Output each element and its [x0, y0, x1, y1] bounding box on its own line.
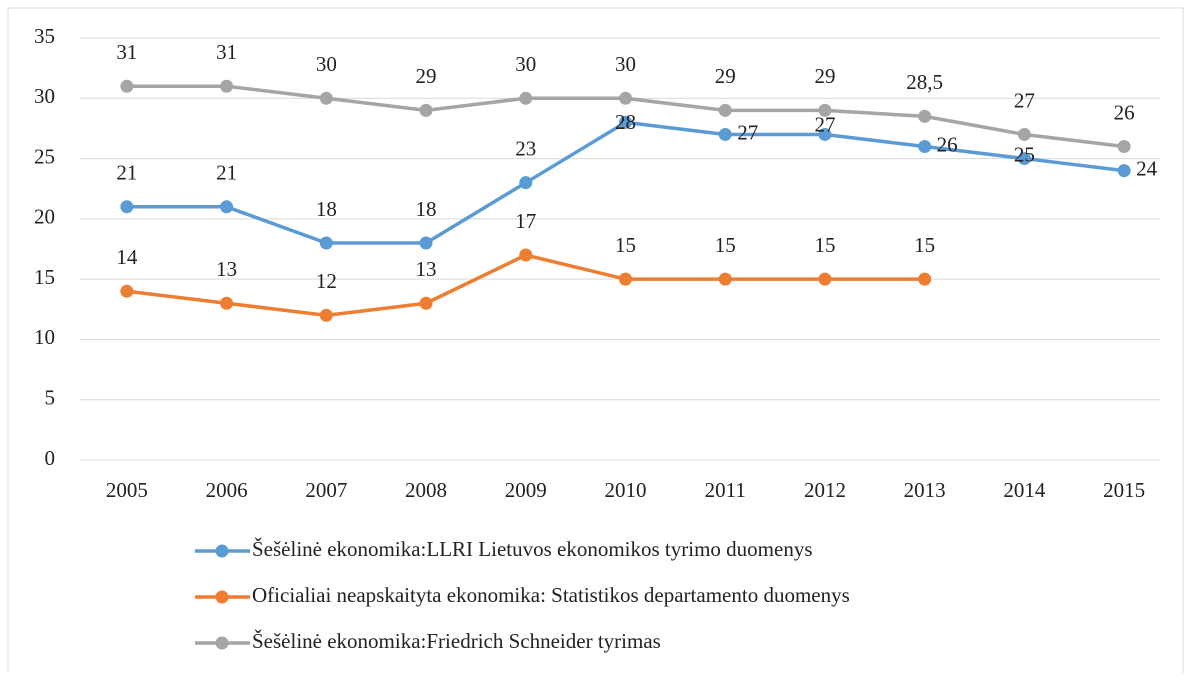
- data-point: [1017, 127, 1031, 141]
- y-tick-label: 5: [45, 386, 56, 410]
- data-point: [220, 79, 234, 93]
- data-point: [419, 236, 433, 250]
- data-point: [918, 140, 932, 154]
- series-line: [126, 253, 925, 318]
- series-line: [126, 120, 1125, 245]
- data-label: 15: [615, 233, 636, 257]
- data-label: 13: [416, 257, 437, 281]
- data-label: 30: [515, 52, 536, 76]
- data-label: 31: [216, 40, 237, 64]
- data-point: [1017, 152, 1031, 166]
- data-point: [519, 176, 533, 190]
- y-tick-label: 20: [34, 205, 55, 229]
- x-tick-label: 2010: [605, 478, 647, 502]
- legend-label: Šešėlinė ekonomika:LLRI Lietuvos ekonomi…: [252, 537, 813, 561]
- data-point: [918, 109, 932, 123]
- data-point: [619, 115, 632, 129]
- data-point: [419, 296, 433, 310]
- data-point: [818, 103, 832, 117]
- x-tick-label: 2009: [505, 478, 547, 502]
- data-label: 23: [515, 136, 536, 160]
- data-point: [120, 284, 134, 298]
- data-point: [319, 236, 333, 250]
- data-point: [718, 103, 732, 117]
- data-label: 31: [116, 40, 137, 64]
- data-label: 30: [615, 52, 636, 76]
- data-label: 30: [316, 52, 337, 76]
- data-point: [519, 91, 533, 105]
- data-point: [120, 200, 134, 214]
- x-tick-label: 2005: [106, 478, 148, 502]
- y-tick-label: 10: [34, 325, 55, 349]
- data-label: 17: [515, 209, 536, 233]
- data-point: [319, 91, 333, 105]
- data-label: 12: [316, 269, 337, 293]
- data-label: 24: [1136, 156, 1158, 180]
- data-label: 26: [1114, 100, 1135, 124]
- data-label: 15: [715, 233, 736, 257]
- legend-label: Šešėlinė ekonomika:Friedrich Schneider t…: [252, 629, 661, 653]
- data-label: 15: [914, 233, 935, 257]
- y-tick-label: 30: [34, 84, 55, 108]
- legend-swatch-marker: [215, 590, 229, 604]
- y-tick-label: 25: [34, 144, 55, 168]
- chart-border: [7, 7, 1184, 678]
- legend-swatch-marker: [215, 636, 229, 650]
- data-point: [1117, 164, 1131, 178]
- data-point: [1117, 140, 1131, 154]
- y-tick-label: 15: [34, 265, 55, 289]
- data-label: 18: [316, 197, 337, 221]
- data-point: [818, 272, 832, 286]
- data-point: [818, 127, 832, 141]
- data-label: 21: [216, 161, 237, 185]
- data-label: 29: [715, 64, 736, 88]
- data-point: [319, 308, 333, 322]
- x-tick-label: 2008: [405, 478, 447, 502]
- x-tick-label: 2013: [904, 478, 946, 502]
- x-tick-label: 2015: [1103, 478, 1145, 502]
- data-label: 27: [814, 112, 835, 136]
- data-label: 15: [814, 233, 835, 257]
- x-tick-label: 2006: [206, 478, 248, 502]
- data-point: [619, 91, 632, 105]
- data-point: [619, 272, 632, 286]
- data-label: 18: [416, 197, 437, 221]
- data-label: 14: [116, 245, 138, 269]
- x-tick-label: 2011: [705, 478, 746, 502]
- data-label: 13: [216, 257, 237, 281]
- x-tick-label: 2012: [804, 478, 846, 502]
- data-label: 27: [737, 120, 758, 144]
- x-tick-label: 2014: [1003, 478, 1046, 502]
- data-point: [220, 296, 234, 310]
- data-point: [220, 200, 234, 214]
- data-label: 26: [937, 132, 958, 156]
- data-point: [120, 79, 134, 93]
- data-label: 27: [1014, 88, 1035, 112]
- data-label: 25: [1014, 142, 1035, 166]
- data-point: [419, 103, 433, 117]
- y-tick-label: 35: [34, 24, 55, 48]
- data-label: 29: [416, 64, 437, 88]
- data-point: [519, 248, 533, 262]
- data-label: 29: [814, 64, 835, 88]
- y-tick-label: 0: [45, 446, 56, 470]
- data-point: [718, 127, 732, 141]
- x-tick-label: 2007: [305, 478, 347, 502]
- data-label: 21: [116, 161, 137, 185]
- data-point: [718, 272, 732, 286]
- data-label: 28: [615, 110, 636, 134]
- data-label: 28,5: [906, 70, 943, 94]
- legend-swatch-marker: [215, 544, 229, 558]
- legend-label: Oficialiai neapskaityta ekonomika: Stati…: [252, 583, 850, 607]
- data-point: [918, 272, 932, 286]
